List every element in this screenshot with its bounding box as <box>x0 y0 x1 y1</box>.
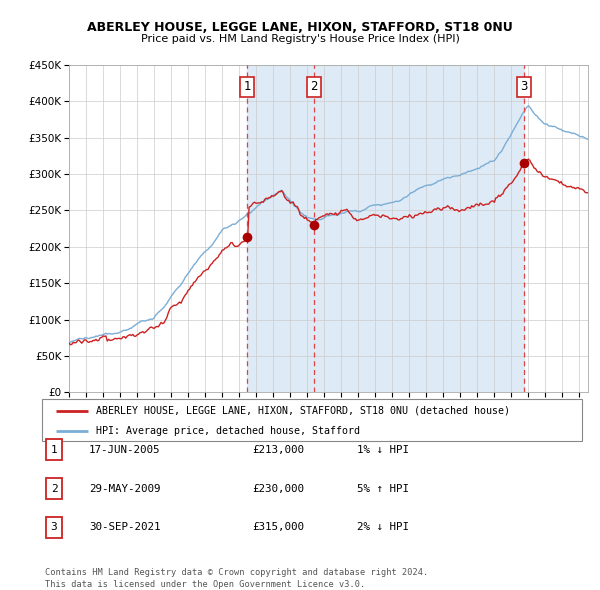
FancyBboxPatch shape <box>46 439 62 460</box>
Text: £230,000: £230,000 <box>252 484 304 493</box>
Text: 1% ↓ HPI: 1% ↓ HPI <box>357 445 409 454</box>
Text: 5% ↑ HPI: 5% ↑ HPI <box>357 484 409 493</box>
Text: ABERLEY HOUSE, LEGGE LANE, HIXON, STAFFORD, ST18 0NU (detached house): ABERLEY HOUSE, LEGGE LANE, HIXON, STAFFO… <box>96 405 510 415</box>
Text: 2% ↓ HPI: 2% ↓ HPI <box>357 523 409 532</box>
Text: 2: 2 <box>310 80 318 93</box>
Text: £315,000: £315,000 <box>252 523 304 532</box>
Text: 3: 3 <box>521 80 528 93</box>
Text: Price paid vs. HM Land Registry's House Price Index (HPI): Price paid vs. HM Land Registry's House … <box>140 34 460 44</box>
Text: 1: 1 <box>50 445 58 454</box>
Bar <box>247 65 524 392</box>
Text: 3: 3 <box>50 523 58 532</box>
Text: 2: 2 <box>50 484 58 493</box>
Text: Contains HM Land Registry data © Crown copyright and database right 2024.
This d: Contains HM Land Registry data © Crown c… <box>45 568 428 589</box>
Text: 1: 1 <box>243 80 251 93</box>
Text: HPI: Average price, detached house, Stafford: HPI: Average price, detached house, Staf… <box>96 426 360 436</box>
FancyBboxPatch shape <box>42 399 582 441</box>
Text: £213,000: £213,000 <box>252 445 304 454</box>
Text: 30-SEP-2021: 30-SEP-2021 <box>89 523 160 532</box>
Text: 17-JUN-2005: 17-JUN-2005 <box>89 445 160 454</box>
Text: 29-MAY-2009: 29-MAY-2009 <box>89 484 160 493</box>
FancyBboxPatch shape <box>46 517 62 538</box>
Text: ABERLEY HOUSE, LEGGE LANE, HIXON, STAFFORD, ST18 0NU: ABERLEY HOUSE, LEGGE LANE, HIXON, STAFFO… <box>87 21 513 34</box>
FancyBboxPatch shape <box>46 478 62 499</box>
